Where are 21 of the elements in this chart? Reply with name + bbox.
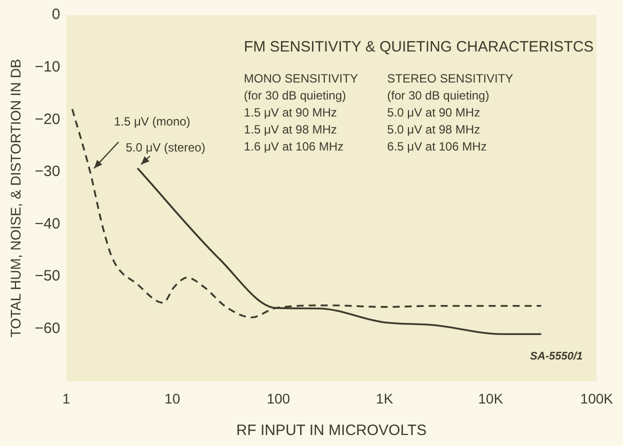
x-tick-label: 1 bbox=[62, 390, 70, 406]
x-tick-label: 1K bbox=[376, 390, 394, 406]
annotation: 1.5 μV (mono) bbox=[114, 114, 190, 128]
x-tick-label: 100K bbox=[580, 390, 614, 406]
y-tick-label: −10 bbox=[34, 58, 60, 76]
y-tick-label: −60 bbox=[34, 320, 60, 338]
y-tick-label: −20 bbox=[34, 110, 60, 128]
annotation: MONO SENSITIVITY (for 30 dB quieting) 1.5 μV at 90 MHz 1.5 μV at 98 MHz 1.6 μV at 106 MHz bbox=[244, 71, 358, 154]
y-axis-title: TOTAL HUM, NOISE, & DISTORTION IN DB bbox=[7, 58, 24, 338]
x-axis-title: RF INPUT IN MICROVOLTS bbox=[236, 422, 427, 440]
y-tick-label: −40 bbox=[34, 215, 60, 232]
annotation: SA-5550/1 bbox=[530, 350, 583, 363]
x-tick-label: 100 bbox=[266, 390, 290, 406]
annotation: 5.0 μV (stereo) bbox=[126, 140, 206, 155]
text: FM SENSITIVITY & QUIETING CHARACTERISTCS bbox=[244, 38, 594, 56]
y-tick-label: 0 bbox=[52, 6, 60, 24]
y-tick-label: −30 bbox=[34, 163, 60, 180]
y-tick-label: −50 bbox=[34, 268, 60, 285]
annotation: STEREO SENSITIVITY (for 30 dB quieting) 5.0 μV at 90 MHz 5.0 μV at 98 MHz 6.5 μV at 106 MHz bbox=[387, 71, 514, 154]
x-tick-label: 10 bbox=[164, 390, 180, 406]
x-tick-label: 10K bbox=[478, 390, 504, 406]
